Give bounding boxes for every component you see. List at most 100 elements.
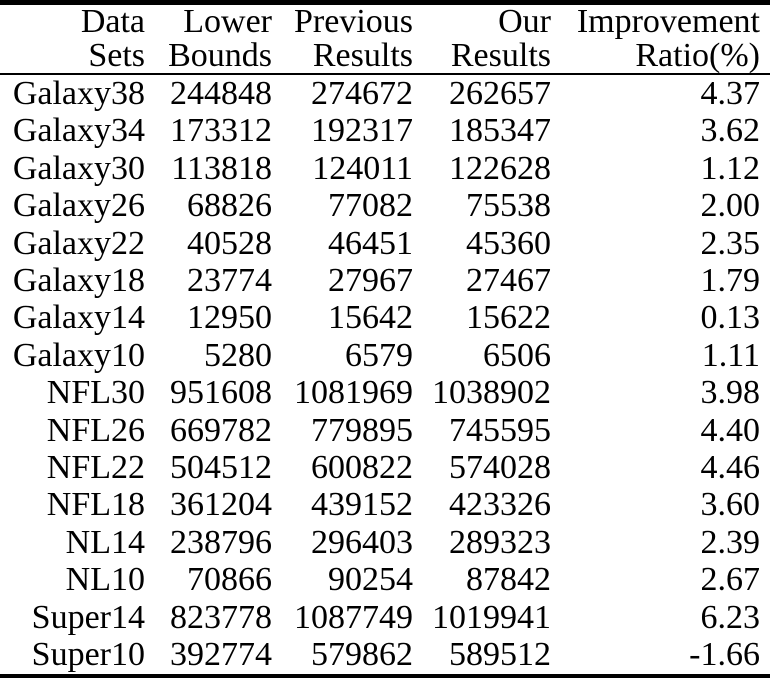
cell-previous-results: 1081969 — [294, 374, 413, 412]
cell-dataset: Galaxy22 — [12, 224, 145, 262]
cell-lower-bounds: 238796 — [170, 523, 272, 561]
cell-previous-results: 124011 — [312, 149, 413, 187]
cell-our-results: 45360 — [466, 224, 551, 262]
table-row: NL14 238796 296403 289323 2.39 — [0, 524, 770, 561]
cell-improvement-ratio: 2.00 — [700, 187, 761, 225]
header-row: Data Sets Lower Bounds Previous Results … — [0, 2, 770, 75]
table-row: Galaxy22 40528 46451 45360 2.35 — [0, 225, 770, 262]
cell-previous-results: 579862 — [311, 636, 413, 674]
table-row: Super14 823778 1087749 1019941 6.23 — [0, 599, 770, 636]
cell-our-results: 262657 — [449, 75, 551, 112]
cell-improvement-ratio: 4.46 — [700, 449, 761, 487]
cell-our-results: 15622 — [466, 299, 551, 337]
header-line: Previous — [294, 3, 413, 40]
cell-lower-bounds: 70866 — [187, 561, 272, 599]
cell-dataset: Galaxy34 — [12, 112, 145, 150]
cell-improvement-ratio: 0.13 — [700, 299, 761, 337]
cell-improvement-ratio: 6.23 — [700, 598, 761, 636]
cell-improvement-ratio: 1.12 — [700, 149, 761, 187]
cell-lower-bounds: 40528 — [187, 224, 272, 262]
cell-lower-bounds: 5280 — [204, 336, 272, 374]
cell-improvement-ratio: 2.67 — [700, 561, 761, 599]
cell-dataset: Galaxy38 — [12, 75, 145, 112]
cell-previous-results: 779895 — [311, 411, 413, 449]
cell-dataset: Super14 — [31, 598, 145, 636]
cell-improvement-ratio: 1.79 — [700, 262, 761, 300]
cell-dataset: Galaxy14 — [12, 299, 145, 337]
cell-lower-bounds: 361204 — [170, 486, 272, 524]
table-row: Galaxy30 113818 124011 122628 1.12 — [0, 150, 770, 187]
cell-previous-results: 90254 — [328, 561, 413, 599]
cell-improvement-ratio: 3.62 — [700, 112, 761, 150]
cell-previous-results: 439152 — [311, 486, 413, 524]
cell-dataset: NFL22 — [46, 449, 145, 487]
header-line: Improvement — [576, 3, 760, 40]
cell-improvement-ratio: 4.37 — [700, 75, 761, 112]
cell-dataset: Super10 — [31, 636, 145, 674]
cell-lower-bounds: 113818 — [171, 149, 272, 187]
cell-our-results: 75538 — [466, 187, 551, 225]
cell-previous-results: 27967 — [328, 262, 413, 300]
cell-lower-bounds: 173312 — [170, 112, 272, 150]
cell-our-results: 27467 — [466, 262, 551, 300]
cell-improvement-ratio: 1.11 — [701, 336, 760, 374]
table-row: NL10 70866 90254 87842 2.67 — [0, 561, 770, 598]
cell-lower-bounds: 392774 — [170, 636, 272, 674]
table-row: Galaxy38 244848 274672 262657 4.37 — [0, 74, 770, 112]
col-header-our-results: Our Results — [418, 2, 556, 75]
cell-previous-results: 46451 — [328, 224, 413, 262]
table-row: Galaxy34 173312 192317 185347 3.62 — [0, 112, 770, 149]
cell-our-results: 122628 — [449, 149, 551, 187]
cell-our-results: 423326 — [449, 486, 551, 524]
cell-our-results: 1038902 — [432, 374, 551, 412]
header-line: Lower — [183, 3, 272, 40]
table-header: Data Sets Lower Bounds Previous Results … — [0, 2, 770, 75]
cell-dataset: NL10 — [65, 561, 145, 599]
cell-dataset: Galaxy18 — [12, 262, 145, 300]
cell-previous-results: 15642 — [328, 299, 413, 337]
cell-improvement-ratio: 3.60 — [700, 486, 761, 524]
cell-our-results: 589512 — [449, 636, 551, 674]
header-line: Results — [312, 37, 413, 74]
cell-previous-results: 77082 — [328, 187, 413, 225]
col-header-previous-results: Previous Results — [277, 2, 418, 75]
cell-previous-results: 6579 — [345, 336, 413, 374]
table-row: NFL26 669782 779895 745595 4.40 — [0, 412, 770, 449]
cell-dataset: Galaxy30 — [12, 149, 145, 187]
cell-improvement-ratio: 3.98 — [700, 374, 761, 412]
header-line: Sets — [88, 37, 145, 74]
cell-dataset: Galaxy10 — [12, 336, 145, 374]
cell-improvement-ratio: 2.39 — [700, 523, 761, 561]
cell-our-results: 87842 — [466, 561, 551, 599]
cell-previous-results: 192317 — [311, 112, 413, 150]
cell-our-results: 185347 — [449, 112, 551, 150]
table-row: Galaxy18 23774 27967 27467 1.79 — [0, 262, 770, 299]
cell-lower-bounds: 12950 — [187, 299, 272, 337]
header-line: Our — [498, 3, 551, 40]
table-row: Galaxy10 5280 6579 6506 1.11 — [0, 337, 770, 374]
cell-previous-results: 296403 — [311, 523, 413, 561]
cell-lower-bounds: 68826 — [187, 187, 272, 225]
cell-our-results: 1019941 — [432, 598, 551, 636]
cell-our-results: 289323 — [449, 523, 551, 561]
col-header-lower-bounds: Lower Bounds — [150, 2, 277, 75]
cell-lower-bounds: 951608 — [170, 374, 272, 412]
cell-dataset: NFL18 — [46, 486, 145, 524]
cell-lower-bounds: 23774 — [187, 262, 272, 300]
header-line: Results — [450, 37, 551, 74]
cell-improvement-ratio: 4.40 — [700, 411, 761, 449]
table-body: Galaxy38 244848 274672 262657 4.37 Galaxy34 17… — [0, 74, 770, 676]
header-line: Data — [80, 3, 145, 40]
cell-lower-bounds: 504512 — [170, 449, 272, 487]
cell-lower-bounds: 823778 — [170, 598, 272, 636]
col-header-improvement-ratio: Improvement Ratio(%) — [556, 2, 770, 75]
cell-improvement-ratio: 2.35 — [700, 224, 761, 262]
cell-dataset: NFL26 — [46, 411, 145, 449]
cell-previous-results: 274672 — [311, 75, 413, 112]
cell-improvement-ratio: -1.66 — [689, 636, 760, 674]
cell-dataset: NFL30 — [46, 374, 145, 412]
cell-previous-results: 600822 — [311, 449, 413, 487]
col-header-dataset: Data Sets — [0, 2, 150, 75]
